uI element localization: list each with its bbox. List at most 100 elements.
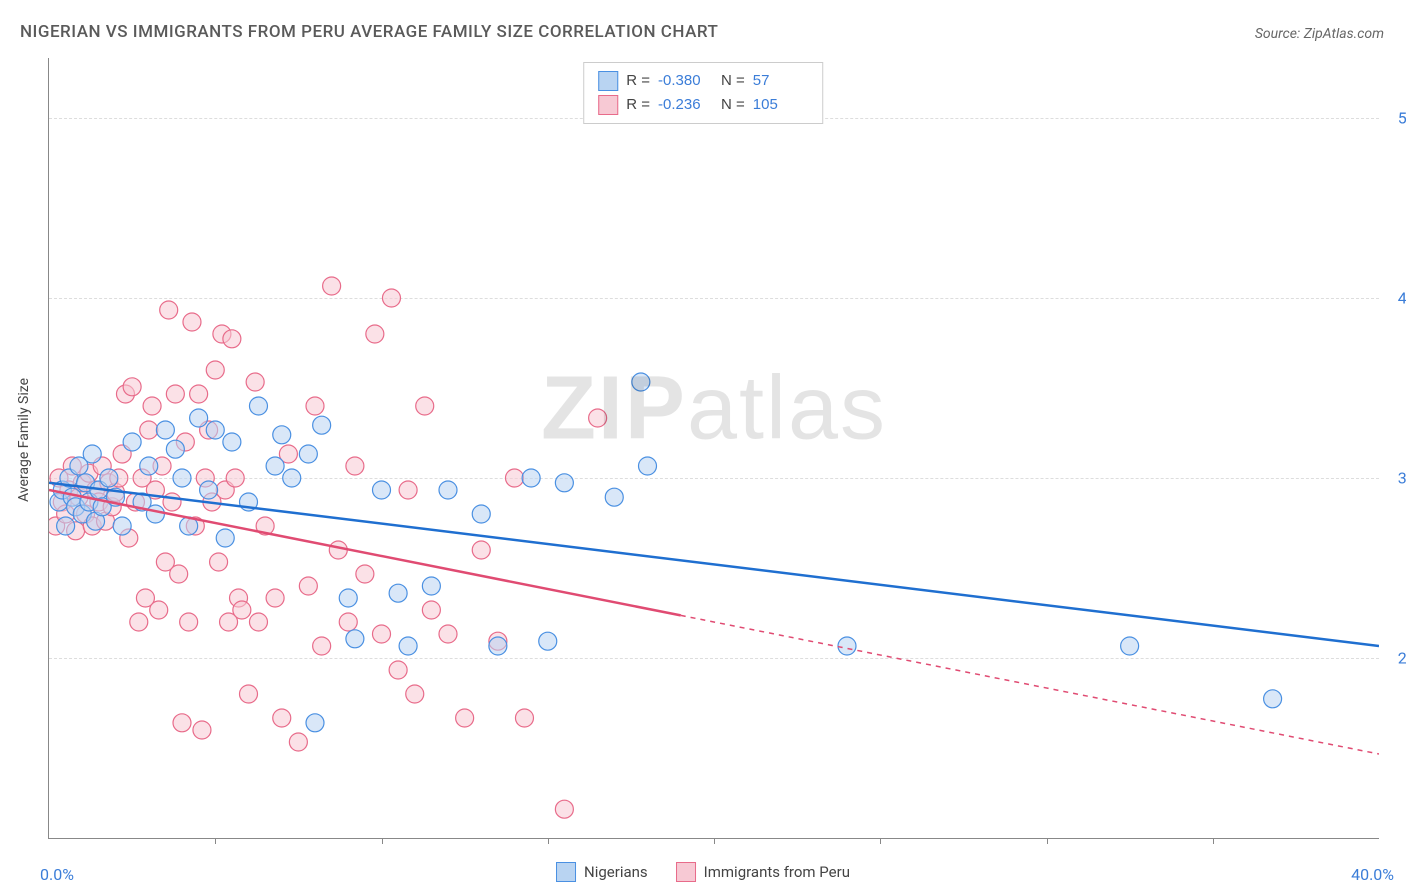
data-point <box>339 613 357 631</box>
data-point <box>289 733 307 751</box>
data-point <box>555 800 573 818</box>
data-point <box>422 577 440 595</box>
data-point <box>183 313 201 331</box>
x-tick <box>880 838 881 844</box>
x-axis-max-label: 40.0% <box>1351 865 1394 884</box>
data-point <box>346 630 364 648</box>
data-point <box>57 517 75 535</box>
data-point <box>170 565 188 583</box>
data-point <box>422 601 440 619</box>
data-point <box>632 373 650 391</box>
y-tick-label: 3.50 <box>1385 469 1406 488</box>
data-point <box>489 637 507 655</box>
data-point <box>200 481 218 499</box>
data-point <box>223 433 241 451</box>
data-point <box>123 433 141 451</box>
legend-n-value-1: 105 <box>753 93 808 117</box>
data-point <box>266 457 284 475</box>
plot-area: ZIPatlas 2.753.504.255.00 <box>48 58 1379 839</box>
data-point <box>346 457 364 475</box>
data-point <box>173 469 191 487</box>
trend-line-dashed <box>681 615 1379 754</box>
data-point <box>515 709 533 727</box>
legend-swatch-1 <box>598 95 618 115</box>
chart-title: NIGERIAN VS IMMIGRANTS FROM PERU AVERAGE… <box>20 22 718 42</box>
legend-swatch-0 <box>598 71 618 91</box>
data-point <box>472 541 490 559</box>
data-point <box>389 584 407 602</box>
data-point <box>1121 637 1139 655</box>
data-point <box>226 469 244 487</box>
legend-row-1: R = -0.236 N = 105 <box>598 93 808 117</box>
data-point <box>240 685 258 703</box>
data-point <box>283 469 301 487</box>
legend-row-0: R = -0.380 N = 57 <box>598 69 808 93</box>
data-point <box>156 421 174 439</box>
x-tick <box>714 838 715 844</box>
data-point <box>1264 690 1282 708</box>
data-point <box>233 601 251 619</box>
data-point <box>439 481 457 499</box>
data-point <box>522 469 540 487</box>
data-point <box>223 330 241 348</box>
data-point <box>366 325 384 343</box>
data-point <box>210 553 228 571</box>
data-point <box>838 637 856 655</box>
data-point <box>166 385 184 403</box>
data-point <box>589 409 607 427</box>
data-point <box>399 637 417 655</box>
y-tick-label: 2.75 <box>1385 649 1406 668</box>
x-tick <box>548 838 549 844</box>
data-point <box>146 505 164 523</box>
x-axis-min-label: 0.0% <box>40 865 74 884</box>
data-point <box>143 397 161 415</box>
legend-r-label-0: R = <box>626 69 650 93</box>
y-tick-label: 5.00 <box>1385 109 1406 128</box>
data-point <box>472 505 490 523</box>
legend-b-label-0: Nigerians <box>584 863 648 881</box>
data-point <box>406 685 424 703</box>
data-point <box>373 625 391 643</box>
data-point <box>100 469 118 487</box>
data-point <box>399 481 417 499</box>
legend-n-label-1: N = <box>721 93 745 117</box>
data-point <box>190 385 208 403</box>
data-point <box>163 493 181 511</box>
data-point <box>313 637 331 655</box>
legend-r-label-1: R = <box>626 93 650 117</box>
data-point <box>83 445 101 463</box>
data-point <box>306 397 324 415</box>
data-point <box>416 397 434 415</box>
x-tick <box>215 838 216 844</box>
data-point <box>329 541 347 559</box>
legend-correlation: R = -0.380 N = 57 R = -0.236 N = 105 <box>583 62 823 124</box>
data-point <box>299 445 317 463</box>
data-point <box>166 440 184 458</box>
data-point <box>193 721 211 739</box>
data-point <box>339 589 357 607</box>
data-point <box>313 416 331 434</box>
legend-item-1: Immigrants from Peru <box>676 862 850 882</box>
data-point <box>389 661 407 679</box>
data-point <box>373 481 391 499</box>
data-point <box>173 714 191 732</box>
legend-series: Nigerians Immigrants from Peru <box>556 862 850 882</box>
data-point <box>306 714 324 732</box>
legend-b-swatch-0 <box>556 862 576 882</box>
data-point <box>180 613 198 631</box>
data-point <box>249 397 267 415</box>
data-point <box>160 301 178 319</box>
y-axis-title: Average Family Size <box>16 378 32 502</box>
data-point <box>206 421 224 439</box>
legend-n-label-0: N = <box>721 69 745 93</box>
x-tick <box>1213 838 1214 844</box>
y-tick-label: 4.25 <box>1385 289 1406 308</box>
data-point <box>539 632 557 650</box>
x-tick <box>382 838 383 844</box>
data-point <box>140 421 158 439</box>
data-point <box>246 373 264 391</box>
data-point <box>555 474 573 492</box>
data-point <box>439 625 457 643</box>
legend-n-value-0: 57 <box>753 69 808 93</box>
data-point <box>206 361 224 379</box>
